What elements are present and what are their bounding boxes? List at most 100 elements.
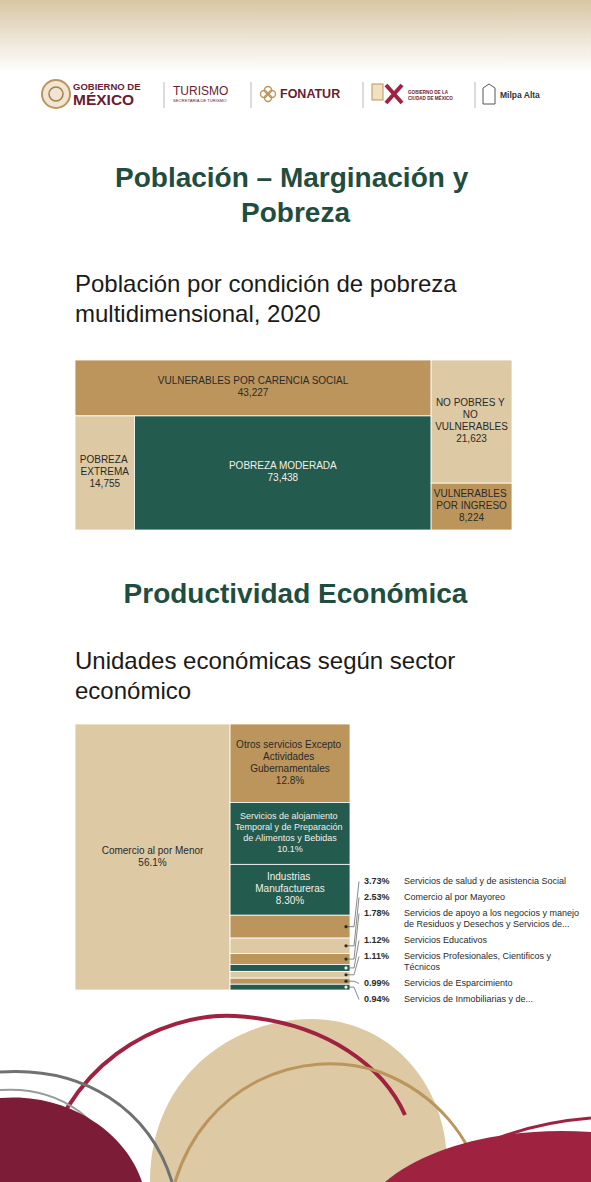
logo-separator [475,82,476,108]
text-line: Servicios de Esparcimiento [404,978,513,988]
treemap-cell [135,416,432,530]
text-line: Comercio al por Mayoreo [404,892,505,902]
cell-value: 21,623 [456,433,487,444]
treemap-cell [230,915,350,938]
treemap-cell [230,724,350,802]
text-line: Otros servicios Excepto [236,739,344,750]
treemap-cell [431,483,512,530]
text-line: Pobreza [241,197,350,228]
text-line: de Residuos y Desechos y Servicios de... [404,919,570,929]
cell-label: Servicios Educativos [404,935,488,945]
logo-text: TURISMO [173,84,228,98]
text-line: VULNERABLES [434,488,510,499]
treemap-cell [75,416,135,530]
text-line: EXTREMA [81,466,130,477]
text-line: VULNERABLES POR CARENCIA SOCIAL [158,375,349,386]
text-line: Servicios de apoyo a los negocios y mane… [404,908,582,918]
cell-value: 56.1% [138,857,166,868]
page: GOBIERNO DEMÉXICOTURISMOSECRETARÍA DE TU… [0,0,591,1182]
cell-value: 1.12% [364,935,390,945]
section-title: Productividad Económica [124,578,468,609]
logo-icon [261,91,268,98]
cell-label: Servicios de Inmobiliarias y de... [404,994,533,1004]
treemap-leader-dot [344,966,347,969]
cell-label: Comercio al por Mayoreo [404,892,505,902]
text-line: Población – Marginación y [115,162,476,193]
logo-text: SECRETARÍA DE TURISMO [173,98,227,103]
treemap-cell [230,938,350,954]
logo-separator [164,82,165,108]
section-title: Población – Marginación y Pobreza [115,162,476,228]
cell-value: 12.8% [276,775,304,786]
logo-icon [269,91,276,98]
treemap-leader [346,882,359,927]
cell-label: VULNERABLES POR CARENCIA SOCIAL [158,375,349,386]
text-line: Servicios de Inmobiliarias y de... [404,994,533,1004]
decoration [0,1016,591,1182]
cell-value: 8,224 [459,512,484,523]
text-line: Productividad Económica [124,578,468,609]
cell-label: Servicios de apoyo a los negocios y mane… [404,908,582,929]
cell-label: Servicios Profesionales, Cientificos y T… [404,951,554,972]
treemap-leader-dot [344,973,347,976]
text-line: Unidades económicas según sector [75,647,462,674]
text-line: multidimensional, 2020 [75,300,320,327]
logo-icon [386,85,402,103]
cell-value: 10.1% [277,844,303,854]
text-line: Población por condición de pobreza [75,270,463,297]
treemap-cell [230,864,350,915]
treemap-leader-dot [344,957,347,960]
cell-value: 1.11% [364,951,389,961]
logo-icon [265,87,272,94]
logos: GOBIERNO DEMÉXICOTURISMOSECRETARÍA DE TU… [42,80,540,108]
text-line: Gubernamentales [250,763,330,774]
text-line: NO [463,409,481,420]
header-band [0,0,591,72]
text-line: Actividades [263,751,317,762]
logo-icon [49,87,63,101]
cell-value: 0.99% [364,978,390,988]
text-line: POR INGRESO [436,500,507,511]
text-line: económico [75,677,191,704]
text-line: Comercio al por Menor [102,845,204,856]
text-line: Servicios Educativos [404,935,488,945]
text-line: Manufactureras [255,883,324,894]
treemap-cell [230,971,350,978]
treemap-leader [346,957,359,975]
text-line: Servicios de salud y de asistencia Socia… [404,876,566,886]
decor-shape [385,1131,591,1182]
cell-label: POBREZA MODERADA [229,460,337,471]
cell-value: 2.53% [364,892,390,902]
treemap-cell [75,724,230,990]
cell-label: VULNERABLES POR INGRESO [434,488,510,511]
logo-separator [363,82,364,108]
treemap-cell [230,954,350,965]
cell-label: Servicios de Esparcimiento [404,978,513,988]
treemap-cell [230,984,350,990]
treemap-labels: Comercio al por Menor56.1% Otros servicio… [102,739,582,1004]
text-line: POBREZA MODERADA [229,460,337,471]
treemap-cell [75,360,431,416]
cell-label: Servicios de alojamiento Temporal y de P… [235,811,345,843]
text-line: POBREZA [80,454,130,465]
treemap-leader-dot [344,925,347,928]
decor-shape [0,1097,142,1182]
treemap-leader [346,987,359,999]
cell-value: 43,227 [238,387,269,398]
cell-label: Comercio al por Menor [102,845,204,856]
text-line: Servicios Profesionales, Cientificos y [404,951,554,961]
treemap-cell [431,360,512,483]
logo-text: GOBIERNO DE LA [408,90,449,95]
text-line: Industrias [267,871,313,882]
logo-text: FONATUR [280,87,340,101]
treemap-cell [230,802,350,864]
treemap-leader-dot [344,986,347,989]
treemap-cells [75,360,512,530]
treemap-labels: VULNERABLES POR CARENCIA SOCIAL43,227 POB… [80,375,510,523]
logo-text: Milpa Alta [500,90,540,100]
decor-curve [0,1071,172,1182]
logo-icon [372,84,383,100]
treemap-cell [230,965,350,972]
cell-label: Industrias Manufactureras [255,871,324,894]
text-line: Técnicos [404,962,441,972]
